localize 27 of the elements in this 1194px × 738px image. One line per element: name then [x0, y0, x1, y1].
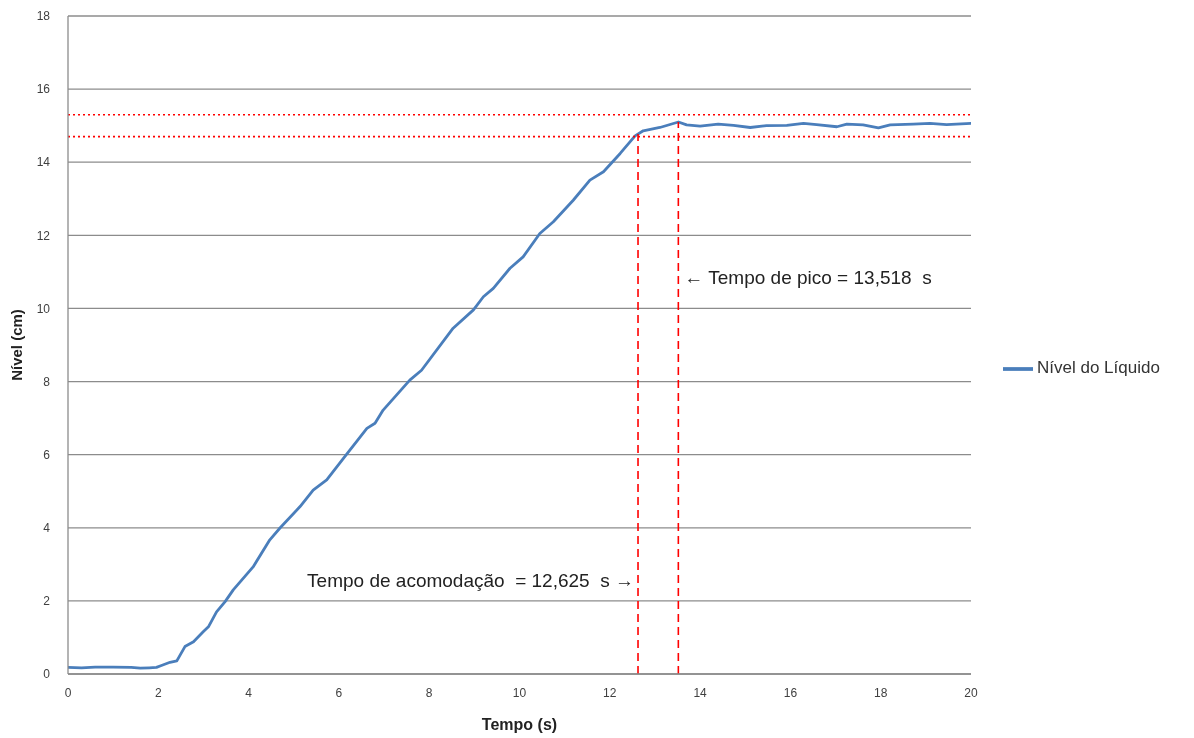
x-axis-title: Tempo (s)	[481, 716, 558, 733]
y-tick-label: 6	[43, 447, 51, 462]
ref-line-label: Tempo de acomodação = 12,625 s →	[307, 570, 635, 592]
line-series	[68, 120, 971, 670]
y-axis-title: Nível (cm)	[8, 309, 25, 381]
x-tick-label: 0	[64, 685, 72, 700]
x-tick-label: 18	[874, 685, 888, 700]
y-tick-label: 18	[36, 9, 51, 24]
y-tick-label: 4	[43, 521, 51, 536]
x-tick-label: 4	[245, 685, 253, 700]
x-tick-label: 14	[693, 685, 708, 700]
y-tick-label: 8	[43, 374, 51, 389]
x-tick-label: 12	[603, 685, 617, 700]
y-tick-label: 2	[43, 594, 51, 609]
x-tick-label: 2	[154, 685, 162, 700]
x-tick-label: 20	[964, 685, 978, 700]
x-tick-label: 8	[425, 685, 433, 700]
y-tick-label: 0	[43, 667, 51, 682]
x-tick-label: 10	[512, 685, 527, 700]
ref-line-label: ← Tempo de pico = 13,518 s	[684, 267, 932, 289]
y-tick-label: 16	[36, 82, 51, 97]
x-tick-label: 6	[335, 685, 343, 700]
y-tick-label: 12	[36, 228, 51, 243]
y-tick-label: 14	[36, 155, 51, 170]
y-tick-label: 10	[36, 301, 51, 316]
x-tick-label: 16	[783, 685, 798, 700]
legend-label: Nível do Líquido	[1037, 358, 1160, 378]
